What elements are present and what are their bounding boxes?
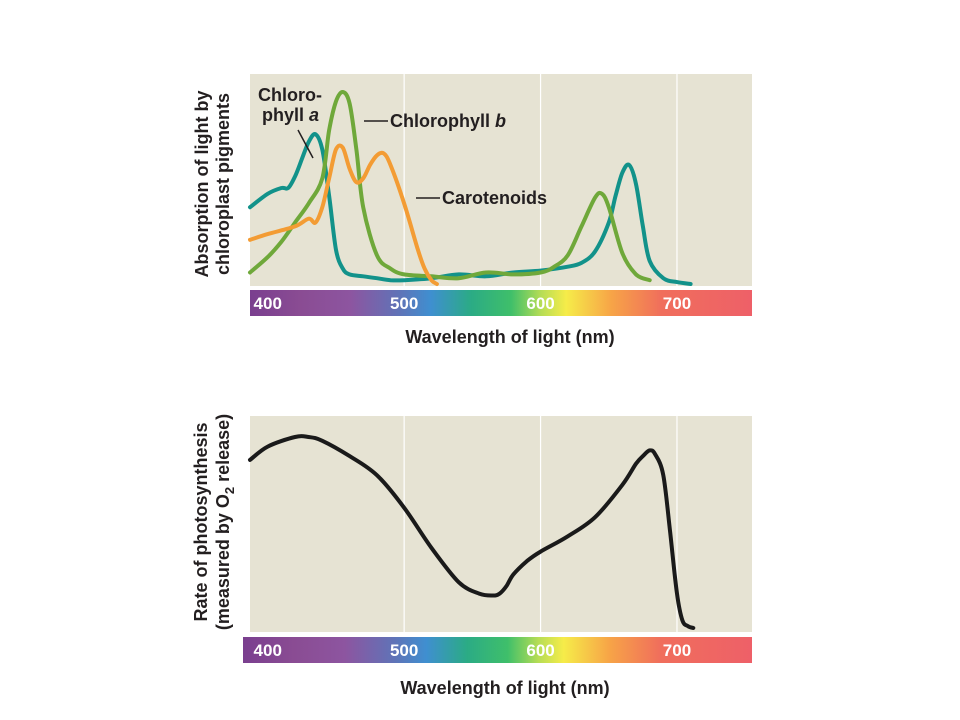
series-line-rate-of-photosynthesis [248,434,696,630]
photosynthesis-y-axis-title-line-2: (measured by O2 release) [213,414,237,630]
absorption-y-axis-title-line-2: chloroplast pigments [213,93,233,275]
absorption-tick-labels: 400 500 600 700 [254,294,692,313]
absorption-y-axis-title-line-1: Absorption of light by [192,91,212,278]
photosynthesis-tick-label-500: 500 [390,641,418,660]
absorption-spectrum-bar [250,290,752,316]
photosynthesis-x-axis-title: Wavelength of light (nm) [400,678,609,698]
absorption-chart: 400 500 600 700 Wavelength of light (nm) Ab… [192,74,752,347]
absorption-x-axis-title: Wavelength of light (nm) [405,327,614,347]
photosynthesis-y-axis-title-line-1: Rate of photosynthesis [191,422,211,621]
photosynthesis-spectrum-bar [243,637,752,663]
photosynthesis-tick-label-600: 600 [526,641,554,660]
carotenoids-annotation: Carotenoids [416,188,547,208]
chlorophyll-b-annotation: Chlorophyll b [364,111,506,131]
chlorophyll-a-label-line-1: Chloro- [258,85,322,105]
chlorophyll-a-leader-line [297,129,314,159]
absorption-tick-label-400: 400 [254,294,282,313]
absorption-gridlines [403,74,678,286]
absorption-tick-label-600: 600 [526,294,554,313]
photosynthesis-chart: 400 500 600 700 Wavelength of light (nm) Ra… [191,414,752,698]
series-line-carotenoids [248,143,439,286]
photosynthesis-tick-label-400: 400 [254,641,282,660]
carotenoids-label: Carotenoids [442,188,547,208]
chlorophyll-b-label: Chlorophyll b [390,111,506,131]
photosynthesis-tick-labels: 400 500 600 700 [254,641,692,660]
photosynthesis-tick-label-700: 700 [663,641,691,660]
chlorophyll-a-annotation: Chloro- phyll a [258,85,322,159]
absorption-tick-label-500: 500 [390,294,418,313]
absorption-tick-label-700: 700 [663,294,691,313]
series-line-chlorophyll-b [248,90,652,283]
photosynthesis-series [248,434,696,630]
chlorophyll-a-label-line-2: phyll a [262,105,319,125]
